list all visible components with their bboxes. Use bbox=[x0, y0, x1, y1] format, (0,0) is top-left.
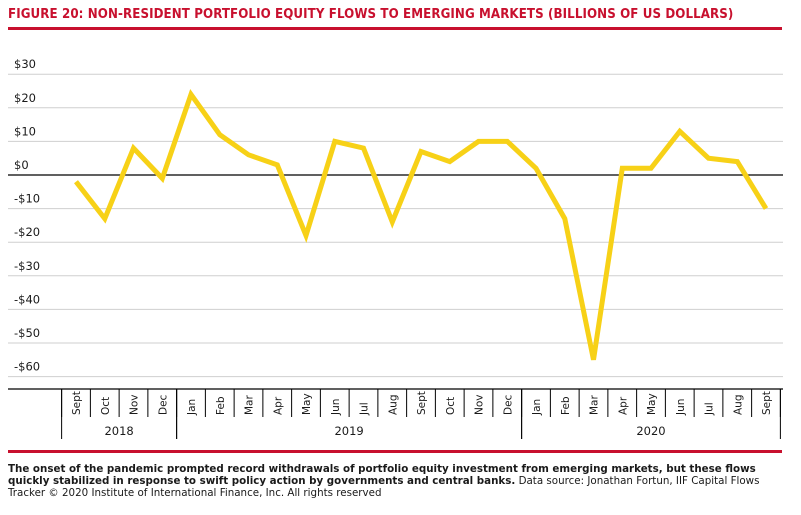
x-tick-label: Oct bbox=[445, 397, 457, 415]
x-tick-label: Jun bbox=[675, 399, 687, 416]
x-tick-label: Mar bbox=[244, 395, 256, 415]
x-tick-label: May bbox=[646, 393, 658, 415]
x-tick-label: Dec bbox=[157, 394, 169, 415]
y-tick-label: -$60 bbox=[14, 360, 40, 374]
caption-source: Data source: Jonathan Fortun, IIF Capita… bbox=[8, 475, 760, 500]
x-tick-label: Oct bbox=[100, 397, 112, 415]
y-tick-label: -$50 bbox=[14, 326, 40, 340]
x-tick-label: May bbox=[301, 393, 313, 415]
figure-caption: The onset of the pandemic prompted recor… bbox=[8, 463, 778, 500]
x-tick-label: Aug bbox=[732, 394, 744, 415]
x-tick-label: Dec bbox=[502, 394, 514, 415]
x-tick-label: Jun bbox=[330, 399, 342, 416]
x-tick-label: Jul bbox=[704, 402, 716, 416]
y-tick-label: $30 bbox=[14, 57, 36, 71]
y-tick-label: -$10 bbox=[14, 192, 40, 206]
y-tick-label: -$40 bbox=[14, 292, 40, 306]
caption-rule bbox=[8, 450, 782, 453]
x-tick-label: Nov bbox=[474, 395, 486, 416]
y-tick-label: -$20 bbox=[14, 225, 40, 239]
x-tick-label: Feb bbox=[215, 396, 227, 415]
x-tick-label: Sept bbox=[71, 391, 83, 415]
year-label: 2019 bbox=[334, 424, 363, 438]
x-tick-label: Apr bbox=[617, 396, 629, 415]
caption-summary: The onset of the pandemic prompted recor… bbox=[8, 463, 756, 488]
series-line bbox=[74, 88, 769, 361]
title-rule bbox=[8, 27, 782, 30]
y-tick-label: -$30 bbox=[14, 259, 40, 273]
x-tick-label: Aug bbox=[387, 394, 399, 415]
year-label: 2020 bbox=[636, 424, 665, 438]
year-label: 2018 bbox=[104, 424, 133, 438]
x-tick-label: Sept bbox=[761, 391, 773, 415]
x-tick-label: Jan bbox=[531, 399, 543, 416]
y-tick-label: $20 bbox=[14, 91, 36, 105]
line-chart: $30 $20 $10 $0 -$10 -$20 -$30 -$40 -$50 -$60 2018 2… bbox=[8, 57, 783, 439]
x-tick-label: Feb bbox=[560, 396, 572, 415]
x-tick-label: Jan bbox=[186, 399, 198, 416]
x-tick-label: Mar bbox=[589, 395, 601, 415]
x-tick-label: Apr bbox=[272, 396, 284, 415]
y-tick-label: $0 bbox=[14, 158, 29, 172]
x-tick-label: Nov bbox=[129, 395, 141, 416]
x-tick-label: Sept bbox=[416, 391, 428, 415]
figure-title: FIGURE 20: NON-RESIDENT PORTFOLIO EQUITY… bbox=[8, 7, 734, 22]
y-tick-label: $10 bbox=[14, 124, 36, 138]
x-tick-label: Jul bbox=[359, 402, 371, 416]
